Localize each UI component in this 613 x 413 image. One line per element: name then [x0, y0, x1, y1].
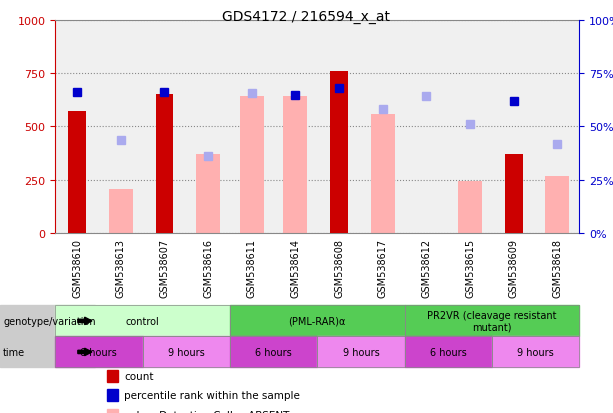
Text: GDS4172 / 216594_x_at: GDS4172 / 216594_x_at	[223, 10, 390, 24]
Bar	[505, 154, 522, 233]
Bar	[196, 154, 220, 233]
Text: percentile rank within the sample: percentile rank within the sample	[124, 390, 300, 400]
Text: time: time	[3, 347, 25, 357]
Text: genotype/variation: genotype/variation	[3, 316, 96, 326]
Text: 6 hours: 6 hours	[80, 347, 117, 357]
Text: (PML-RAR)α: (PML-RAR)α	[289, 316, 346, 326]
Text: count: count	[124, 371, 154, 381]
Bar	[371, 114, 395, 233]
Text: 9 hours: 9 hours	[168, 347, 205, 357]
Bar	[546, 177, 569, 233]
Text: 6 hours: 6 hours	[255, 347, 292, 357]
Bar	[283, 97, 307, 233]
Text: 9 hours: 9 hours	[343, 347, 379, 357]
Bar	[109, 190, 132, 233]
Text: control: control	[126, 316, 159, 326]
Bar	[458, 181, 482, 233]
Bar	[156, 95, 173, 233]
Bar	[240, 97, 264, 233]
Text: value, Detection Call = ABSENT: value, Detection Call = ABSENT	[124, 410, 290, 413]
Text: 9 hours: 9 hours	[517, 347, 554, 357]
Text: 6 hours: 6 hours	[430, 347, 466, 357]
Bar	[330, 72, 348, 233]
Bar	[68, 112, 86, 233]
Text: PR2VR (cleavage resistant
mutant): PR2VR (cleavage resistant mutant)	[427, 310, 557, 332]
